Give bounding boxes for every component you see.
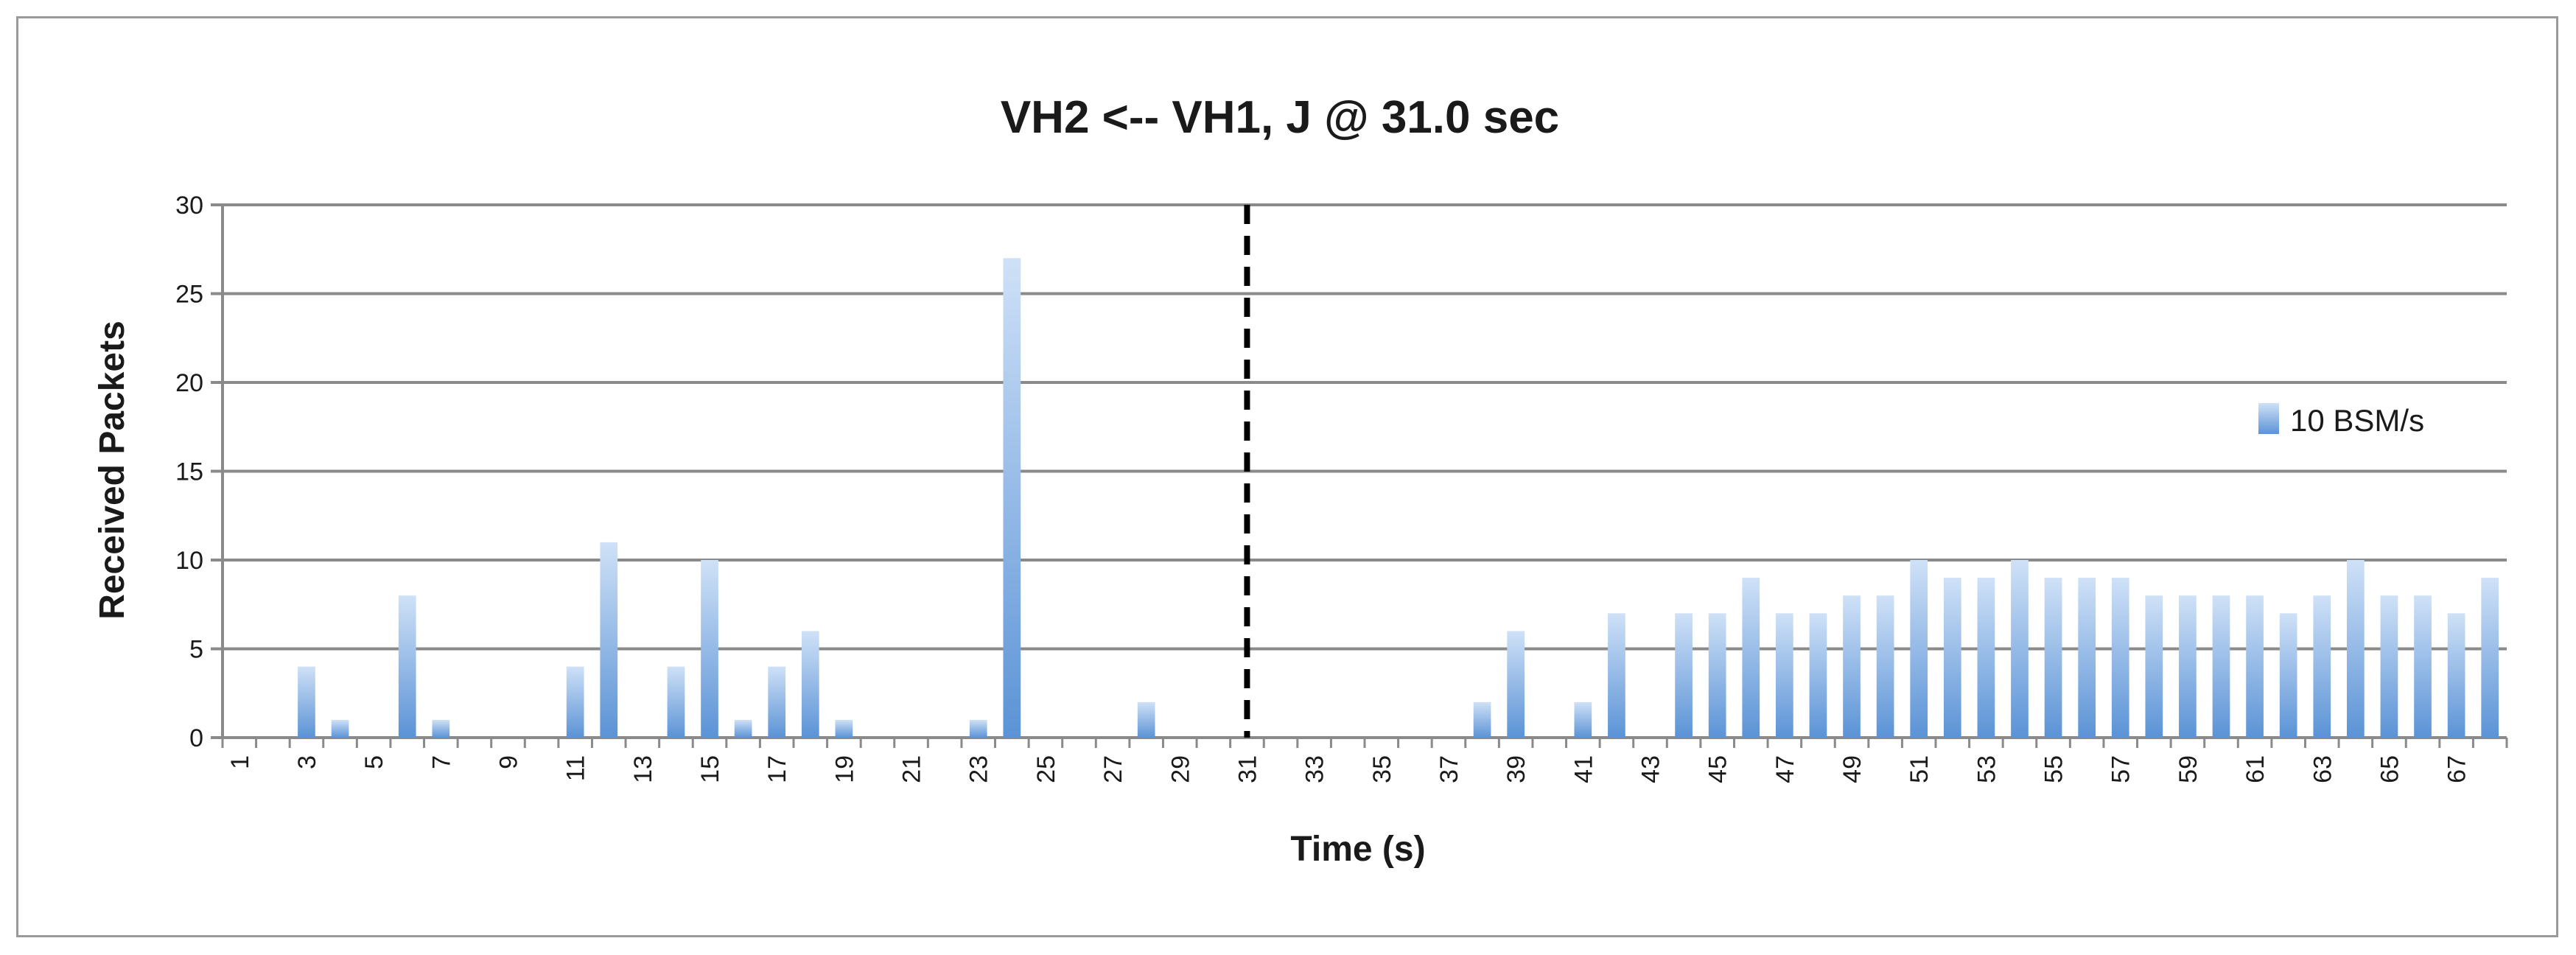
bar — [2481, 578, 2499, 738]
y-axis-label: Received Packets — [93, 321, 132, 620]
bar — [1708, 613, 1726, 738]
bar — [2279, 613, 2297, 738]
x-tick-label: 1 — [226, 755, 254, 769]
x-tick-label: 53 — [1973, 755, 2001, 783]
bar — [801, 631, 819, 738]
x-tick-label: 15 — [696, 755, 724, 783]
x-tick-label: 35 — [1368, 755, 1396, 783]
x-tick-label: 43 — [1637, 755, 1665, 783]
bar — [1003, 258, 1021, 738]
bar — [1574, 702, 1592, 738]
x-tick-label: 21 — [898, 755, 926, 783]
bar — [2414, 595, 2432, 738]
bar — [701, 560, 718, 738]
bar — [566, 666, 584, 738]
bar — [2044, 578, 2062, 738]
x-tick-label: 67 — [2443, 755, 2471, 783]
x-tick-labels: 1 3 5 7 9 11 13 15 17 19 21 23 25 27 29 31 33 35 37 39 41 43 4… — [226, 755, 2471, 783]
bar — [2011, 560, 2029, 738]
bar — [2246, 595, 2264, 738]
bar — [432, 719, 450, 738]
bar — [2111, 578, 2129, 738]
x-tick-label: 49 — [1838, 755, 1866, 783]
bar — [2347, 560, 2365, 738]
bar — [835, 719, 853, 738]
legend: 10 BSM/s — [2258, 403, 2424, 438]
bar — [2078, 578, 2096, 738]
x-tick-label: 41 — [1569, 755, 1597, 783]
x-tick-label: 3 — [293, 755, 321, 769]
bar — [298, 666, 315, 738]
y-tick-label: 20 — [175, 369, 203, 397]
x-tick-label: 47 — [1771, 755, 1799, 783]
x-tick-label: 11 — [562, 755, 590, 781]
bar — [1843, 595, 1861, 738]
bar — [734, 719, 752, 738]
bar — [1876, 595, 1894, 738]
chart-frame — [16, 16, 2558, 937]
x-tick-label: 39 — [1502, 755, 1530, 783]
bar — [2212, 595, 2230, 738]
x-tick-label: 5 — [360, 755, 388, 769]
x-tick-label: 29 — [1166, 755, 1194, 783]
x-axis-label: Time (s) — [1290, 830, 1425, 869]
bar — [1473, 702, 1491, 738]
bar — [1776, 613, 1793, 738]
bar — [969, 719, 987, 738]
x-tick-label: 19 — [830, 755, 858, 783]
bar — [1507, 631, 1525, 738]
bar — [1977, 578, 1995, 738]
bar — [2179, 595, 2197, 738]
x-tick-label: 55 — [2040, 755, 2068, 783]
x-tick-label: 23 — [965, 755, 993, 783]
bar — [768, 666, 786, 738]
x-tick-label: 63 — [2309, 755, 2337, 783]
bar — [2380, 595, 2398, 738]
bar — [2447, 613, 2465, 738]
x-tick-label: 13 — [629, 755, 657, 783]
bars — [298, 258, 2499, 738]
bar — [331, 719, 349, 738]
x-tick-label: 7 — [427, 755, 455, 769]
bar — [398, 595, 416, 738]
x-tick-label: 65 — [2376, 755, 2404, 783]
bar — [1742, 578, 1760, 738]
bar — [1809, 613, 1827, 738]
x-tick-label: 59 — [2174, 755, 2202, 783]
x-tick-label: 57 — [2107, 755, 2135, 783]
y-tick-label: 5 — [189, 636, 203, 664]
legend-swatch — [2258, 403, 2279, 434]
x-tick-label: 37 — [1435, 755, 1463, 783]
y-tick-label: 25 — [175, 281, 203, 309]
x-tick-label: 31 — [1233, 755, 1261, 783]
y-tick-label: 0 — [189, 724, 203, 752]
bar — [600, 542, 618, 738]
chart-title: VH2 <-- VH1, J @ 31.0 sec — [1001, 92, 1559, 143]
bar — [2313, 595, 2331, 738]
x-tick-label: 33 — [1301, 755, 1329, 783]
bar — [1675, 613, 1693, 738]
x-tick-label: 45 — [1704, 755, 1732, 783]
x-tick-label: 25 — [1032, 755, 1060, 783]
x-tick-label: 61 — [2241, 755, 2269, 783]
bar — [1910, 560, 1928, 738]
y-tick-label: 30 — [175, 192, 203, 220]
y-tick-label: 15 — [175, 458, 203, 486]
bar — [667, 666, 685, 738]
bar — [1943, 578, 1961, 738]
y-tick-label: 10 — [175, 547, 203, 575]
x-tick-label: 9 — [495, 755, 523, 769]
x-tick-label: 51 — [1905, 755, 1933, 783]
y-tick-labels: 0 5 10 15 20 25 30 — [175, 192, 203, 752]
bar — [2145, 595, 2163, 738]
legend-label: 10 BSM/s — [2290, 403, 2424, 438]
x-tick-label: 17 — [763, 755, 791, 783]
bar — [1608, 613, 1625, 738]
x-tick-label: 27 — [1099, 755, 1127, 783]
bar — [1137, 702, 1155, 738]
